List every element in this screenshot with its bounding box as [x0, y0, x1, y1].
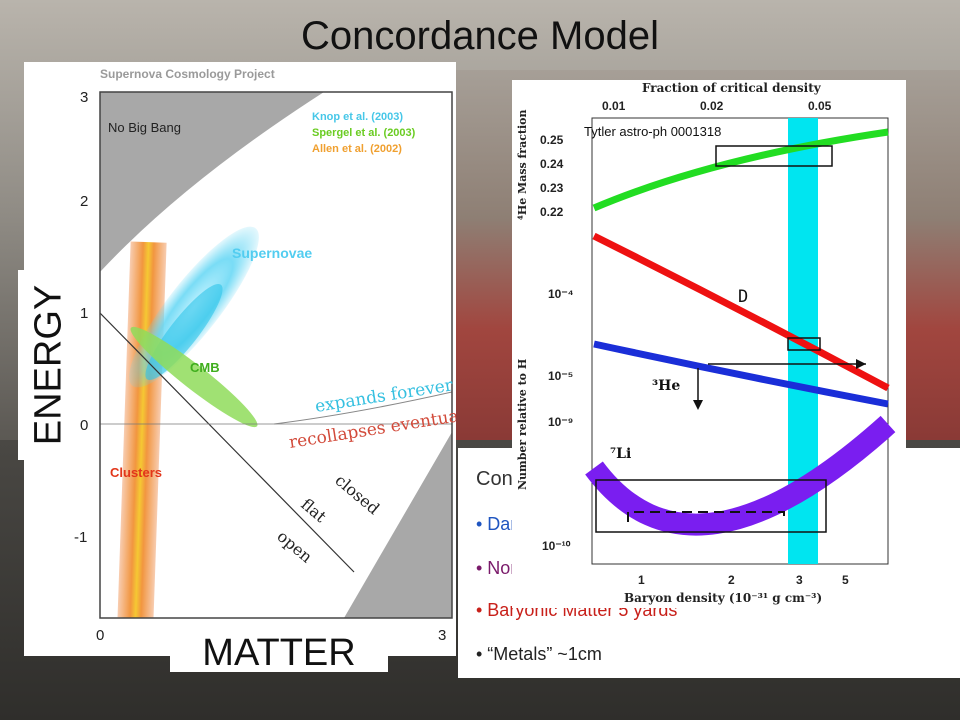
cosmology-plot: Supernova Cosmology Project 3 2 1 0 — [74, 67, 481, 644]
y-tick: -1 — [74, 529, 87, 546]
he-tick: 0.23 — [540, 181, 564, 195]
y-tick: 3 — [80, 89, 88, 106]
limit-arrow-right — [856, 359, 866, 369]
top-tick: 0.05 — [808, 99, 832, 113]
flat-label: flat — [297, 495, 330, 527]
y-tick: 1 — [80, 305, 88, 322]
li7-label: ⁷Li — [610, 446, 631, 462]
li7-observation-box — [595, 479, 827, 533]
x-tick: 2 — [728, 573, 735, 587]
li7-dashed-bound — [627, 511, 785, 522]
slide-title: Concordance Model — [301, 14, 659, 58]
log-tick: 10⁻⁴ — [548, 287, 574, 301]
cmb-label: CMB — [190, 360, 220, 375]
energy-axis-label: ENERGY — [18, 270, 80, 460]
x-tick: 1 — [638, 573, 645, 587]
top-axis-title: Fraction of critical density — [642, 81, 822, 95]
he-mass-fraction-title: ⁴He Mass fraction — [516, 109, 529, 220]
x-tick: 3 — [438, 627, 446, 644]
clusters-label: Clusters — [110, 465, 162, 480]
top-tick: 0.01 — [602, 99, 626, 113]
legend-allen: Allen et al. (2002) — [312, 143, 402, 155]
d-observation-box — [787, 337, 821, 351]
supernova-cosmology-figure: Supernova Cosmology Project 3 2 1 0 — [24, 62, 481, 656]
he4-observation-box — [715, 145, 833, 167]
limit-arrow-down — [693, 400, 703, 410]
flat-line — [100, 312, 355, 573]
log-tick: 10⁻⁵ — [548, 369, 573, 383]
he3-curve — [593, 340, 889, 408]
closed-label: closed — [331, 471, 383, 519]
open-region — [344, 432, 452, 618]
citation-label: Tytler astro-ph 0001318 — [584, 124, 721, 139]
supernovae-label: Supernovae — [232, 245, 312, 261]
expansion-boundary — [273, 391, 452, 425]
x-tick: 3 — [796, 573, 803, 587]
log-tick: 10⁻¹⁰ — [542, 539, 571, 553]
bbn-plot: Fraction of critical density 0.01 0.02 0… — [516, 81, 896, 605]
x-tick: 0 — [96, 627, 104, 644]
number-relative-title: Number relative to H — [516, 359, 529, 490]
legend-knop: Knop et al. (2003) — [312, 111, 403, 123]
figure-header: Supernova Cosmology Project — [100, 67, 275, 81]
recollapses-label: recollapses eventually — [288, 403, 456, 453]
li7-curve — [585, 415, 896, 536]
x-axis-title: Baryon density (10⁻³¹ g cm⁻³) — [624, 591, 822, 605]
energy-text: ENERGY — [27, 284, 70, 446]
legend-spergel: Spergel et al. (2003) — [312, 127, 416, 139]
d-label: D — [738, 287, 748, 307]
plot-frame — [99, 91, 453, 619]
y-tick: 0 — [80, 417, 88, 434]
x-tick: 5 — [842, 573, 849, 587]
he-tick: 0.24 — [540, 157, 564, 171]
top-tick: 0.02 — [700, 99, 724, 113]
bbn-frame — [591, 117, 889, 565]
log-tick: 10⁻⁹ — [548, 415, 573, 429]
he-tick: 0.22 — [540, 205, 564, 219]
he-tick: 0.25 — [540, 133, 564, 147]
he4-curve — [592, 128, 889, 212]
no-big-bang-label: No Big Bang — [108, 120, 181, 135]
he3-label: ³He — [652, 378, 680, 394]
open-label: open — [273, 527, 316, 567]
bullet-metals: • “Metals” ~1cm — [476, 644, 602, 664]
no-big-bang-region — [100, 92, 324, 272]
nucleosynthesis-figure: Fraction of critical density 0.01 0.02 0… — [512, 80, 906, 608]
cmb-contour — [130, 326, 258, 428]
y-tick: 2 — [80, 193, 88, 210]
deuterium-curve — [592, 232, 890, 392]
matter-axis-label: MATTER — [170, 630, 388, 674]
clusters-contour — [117, 241, 167, 618]
